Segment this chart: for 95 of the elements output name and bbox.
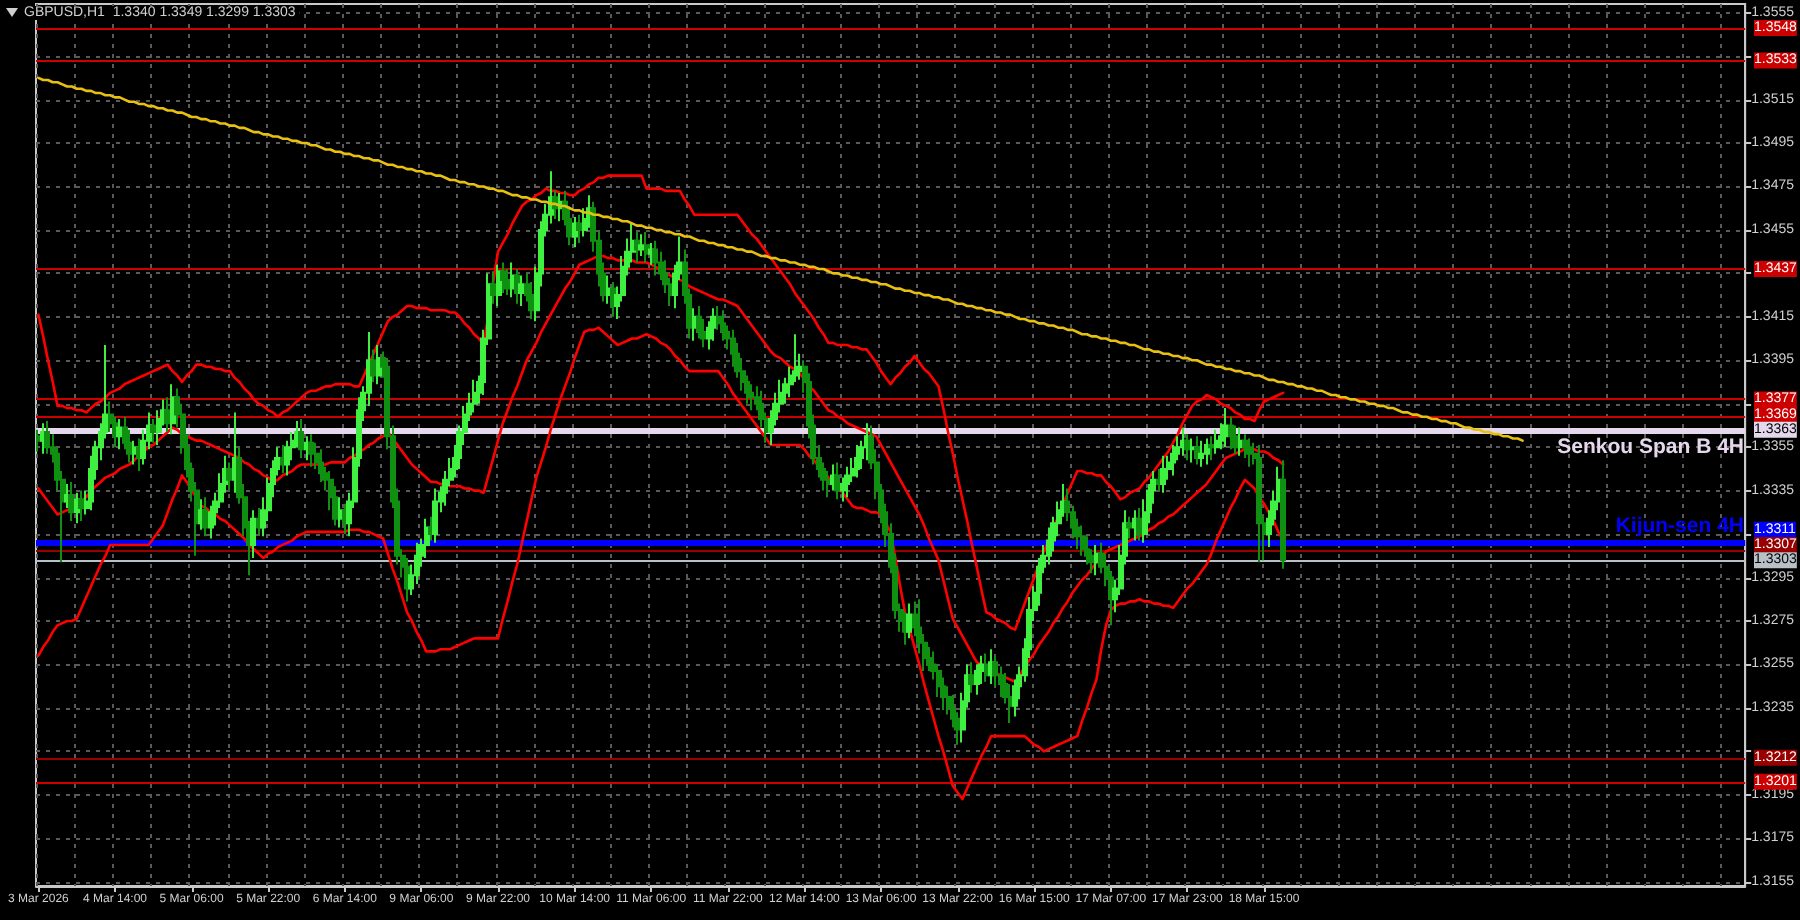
- candlestick: [44, 420, 50, 455]
- candlestick: [902, 611, 908, 646]
- candlestick: [298, 417, 304, 460]
- candlestick: [308, 433, 314, 468]
- candlestick: [40, 422, 46, 455]
- candlestick: [572, 215, 578, 249]
- candlestick: [1238, 426, 1244, 457]
- candlestick: [648, 241, 654, 266]
- candlestick: [988, 648, 994, 685]
- candlestick: [376, 344, 382, 386]
- candlestick: [1184, 433, 1190, 462]
- candlestick: [864, 422, 870, 462]
- candlestick: [1190, 437, 1196, 464]
- candlestick: [74, 491, 80, 525]
- candlestick: [1280, 459, 1286, 570]
- candlestick: [500, 261, 506, 294]
- candlestick: [510, 261, 516, 299]
- candlestick: [710, 307, 716, 342]
- candlestick: [116, 417, 122, 451]
- candlestick: [170, 383, 176, 436]
- candlestick: [968, 661, 974, 694]
- candlestick: [1126, 515, 1132, 540]
- candlestick: [1246, 437, 1252, 468]
- candlestick: [1136, 507, 1142, 542]
- candlestick: [280, 444, 286, 475]
- candlestick: [472, 378, 478, 414]
- candlestick: [576, 213, 582, 244]
- candlestick: [284, 439, 290, 477]
- candlestick: [432, 487, 438, 544]
- candlestick: [338, 496, 344, 529]
- annotation: Senkou Span B 4H: [1557, 434, 1744, 459]
- candlestick: [318, 448, 324, 483]
- candlestick: [514, 268, 520, 305]
- candlestick: [256, 507, 262, 536]
- candlestick: [1132, 509, 1138, 542]
- candlestick: [974, 663, 980, 696]
- candlestick: [634, 231, 640, 264]
- candlestick: [1080, 524, 1086, 557]
- line-series: [37, 174, 1285, 631]
- candlestick: [404, 556, 410, 603]
- candlestick: [1222, 407, 1228, 449]
- candlestick: [1180, 426, 1186, 457]
- candlestick: [606, 274, 612, 305]
- candlestick: [504, 268, 510, 297]
- candlestick: [518, 274, 524, 307]
- candlestick: [150, 417, 156, 444]
- candlestick: [202, 496, 208, 538]
- candlestick: [428, 515, 434, 542]
- candlestick: [1194, 435, 1200, 466]
- candlestick: [1156, 467, 1162, 492]
- candlestick: [164, 396, 170, 433]
- candlestick: [1208, 435, 1214, 462]
- candlestick: [1228, 415, 1234, 451]
- candlestick: [696, 304, 702, 340]
- candlestick: [748, 383, 754, 412]
- candlestick: [1160, 454, 1166, 494]
- candlestick: [36, 428, 42, 453]
- candlestick: [250, 509, 256, 559]
- candlestick: [232, 411, 238, 494]
- candlestick: [720, 309, 726, 342]
- candlestick: [424, 517, 430, 559]
- candlestick: [826, 470, 832, 499]
- candlestick: [830, 463, 836, 492]
- line-series: [37, 326, 1285, 801]
- candlestick: [68, 480, 74, 523]
- candlestick: [136, 437, 142, 473]
- candlestick: [906, 602, 912, 640]
- candlestick: [834, 461, 840, 501]
- candlestick: [652, 239, 658, 277]
- candlestick: [610, 281, 616, 318]
- candlestick: [1170, 444, 1176, 477]
- candlestick: [1214, 428, 1220, 455]
- candlestick: [692, 307, 698, 342]
- candlestick: [854, 444, 860, 479]
- candlestick: [984, 652, 990, 683]
- candlestick: [1242, 433, 1248, 460]
- candlestick: [304, 435, 310, 462]
- candlestick: [1094, 543, 1100, 577]
- candlestick: [528, 281, 534, 320]
- annotation: Kijun-sen 4H: [1615, 513, 1744, 538]
- candlestick: [1232, 424, 1238, 455]
- candlestick: [132, 439, 138, 466]
- candlestick: [1198, 439, 1204, 468]
- candlestick: [64, 483, 70, 509]
- candlestick: [844, 465, 850, 499]
- candlestick: [496, 263, 502, 307]
- candlestick: [78, 489, 84, 523]
- candlestick: [638, 233, 644, 257]
- candlestick: [1256, 444, 1262, 564]
- candlestick: [644, 231, 650, 264]
- candlestick: [1204, 437, 1210, 466]
- line-series: [37, 76, 1524, 442]
- candlestick: [370, 348, 376, 383]
- candlestick: [490, 270, 496, 305]
- candlestick: [226, 461, 232, 492]
